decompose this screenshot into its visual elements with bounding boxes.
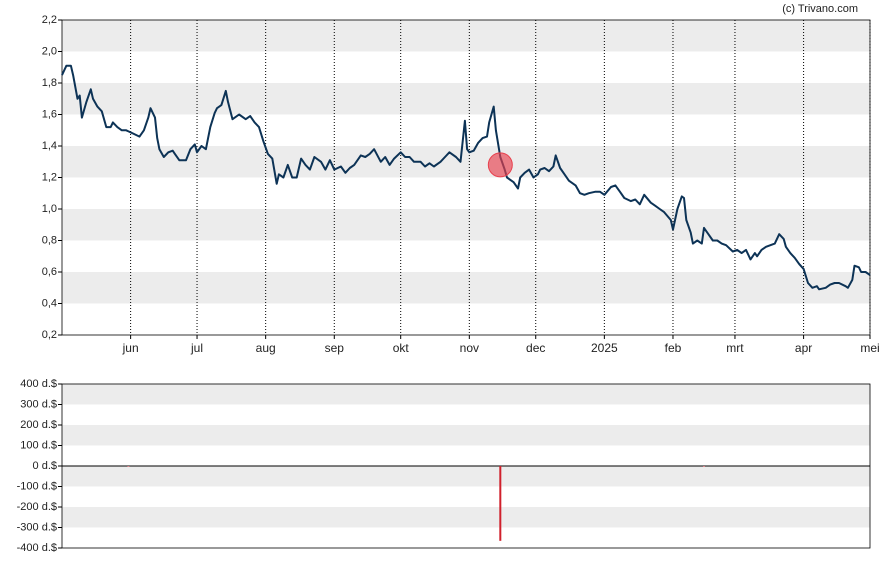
x-tick-label: jul — [190, 341, 203, 355]
grid-band — [62, 146, 870, 178]
bar — [499, 466, 502, 541]
event-marker — [487, 152, 513, 178]
x-tick-label: apr — [795, 341, 812, 355]
y-tick-label: -100 d.$ — [17, 480, 57, 492]
y-tick-label: -300 d.$ — [17, 521, 57, 533]
y-tick-label: 300 d.$ — [20, 398, 57, 410]
y-tick-label: 2,0 — [42, 45, 57, 57]
x-tick-label: dec — [526, 341, 545, 355]
y-tick-label: 1,6 — [42, 108, 57, 120]
grid-band — [62, 507, 870, 528]
x-tick-label: aug — [256, 341, 276, 355]
grid-band — [62, 20, 870, 52]
y-tick-label: 0 d.$ — [33, 460, 57, 472]
y-tick-label: 100 d.$ — [20, 439, 57, 451]
grid-band — [62, 83, 870, 115]
x-tick-label: 2025 — [591, 341, 618, 355]
bar — [127, 466, 130, 467]
y-tick-label: 0,6 — [42, 266, 57, 278]
y-tick-label: -400 d.$ — [17, 542, 57, 554]
grid-band — [62, 466, 870, 487]
y-tick-label: -200 d.$ — [17, 501, 57, 513]
y-tick-label: 0,2 — [42, 329, 57, 341]
plot-frame — [61, 19, 871, 336]
y-tick-label: 1,4 — [42, 140, 57, 152]
grid-band — [62, 209, 870, 241]
y-tick-label: 1,0 — [42, 203, 57, 215]
grid-band — [62, 272, 870, 304]
y-tick-label: 400 d.$ — [20, 378, 57, 390]
x-tick-label: nov — [460, 341, 479, 355]
watermark: (c) Trivano.com — [782, 3, 858, 15]
grid-band — [62, 384, 870, 405]
y-tick-label: 2,2 — [42, 14, 57, 26]
x-tick-label: mei — [860, 341, 879, 355]
y-tick-label: 1,2 — [42, 171, 57, 183]
price-line — [61, 64, 871, 291]
grid-band — [62, 425, 870, 446]
x-tick-label: jun — [122, 341, 139, 355]
x-tick-label: mrt — [726, 341, 744, 355]
x-tick-label: feb — [665, 341, 682, 355]
x-tick-label: sep — [325, 341, 345, 355]
x-tick-label: okt — [393, 341, 410, 355]
bar — [702, 466, 705, 467]
y-tick-label: 0,4 — [42, 297, 57, 309]
y-tick-label: 0,8 — [42, 234, 57, 246]
y-tick-label: 200 d.$ — [20, 419, 57, 431]
y-tick-label: 1,8 — [42, 77, 57, 89]
